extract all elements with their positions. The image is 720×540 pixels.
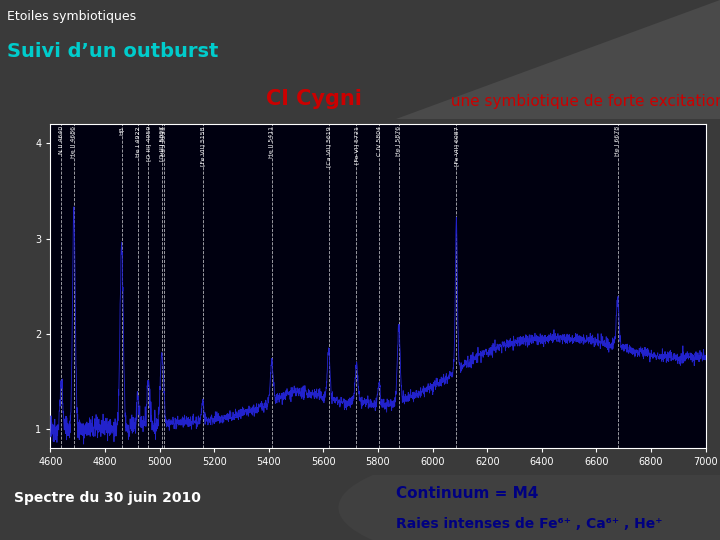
Text: He I 5876: He I 5876 [396, 126, 401, 156]
Polygon shape [396, 0, 720, 119]
Text: [Fe VI] 5721: [Fe VI] 5721 [354, 126, 359, 164]
Text: CI Cygni: CI Cygni [266, 89, 362, 109]
Text: [O III] 4959: [O III] 4959 [146, 126, 151, 161]
Text: Etoiles symbiotiques: Etoiles symbiotiques [7, 10, 136, 23]
Text: He I 6678: He I 6678 [615, 126, 620, 156]
Text: He I 5015: He I 5015 [161, 126, 166, 156]
Text: Continuum = M4: Continuum = M4 [396, 486, 539, 501]
Text: Suivi d’un outburst: Suivi d’un outburst [7, 42, 219, 60]
Text: [Ca VII] 5619: [Ca VII] 5619 [326, 126, 331, 167]
Text: He II 5411: He II 5411 [269, 126, 274, 158]
Text: Raies intenses de Fe⁶⁺ , Ca⁶⁺ , He⁺: Raies intenses de Fe⁶⁺ , Ca⁶⁺ , He⁺ [396, 517, 662, 531]
Text: C IV 5804: C IV 5804 [377, 126, 382, 156]
Text: He II 4686: He II 4686 [71, 126, 76, 158]
Text: [Fe VII] 5158: [Fe VII] 5158 [200, 126, 205, 166]
Text: N II 4640: N II 4640 [59, 126, 64, 154]
Text: [Fe VII] 6087: [Fe VII] 6087 [454, 126, 459, 166]
Text: Hβ: Hβ [119, 126, 124, 135]
Text: [O III] 5007: [O III] 5007 [159, 126, 164, 161]
Ellipse shape [338, 443, 720, 540]
Text: Spectre du 30 juin 2010: Spectre du 30 juin 2010 [14, 491, 202, 505]
Text: une symbiotique de forte excitation: une symbiotique de forte excitation [446, 94, 720, 109]
Text: He I 4922: He I 4922 [135, 126, 140, 157]
